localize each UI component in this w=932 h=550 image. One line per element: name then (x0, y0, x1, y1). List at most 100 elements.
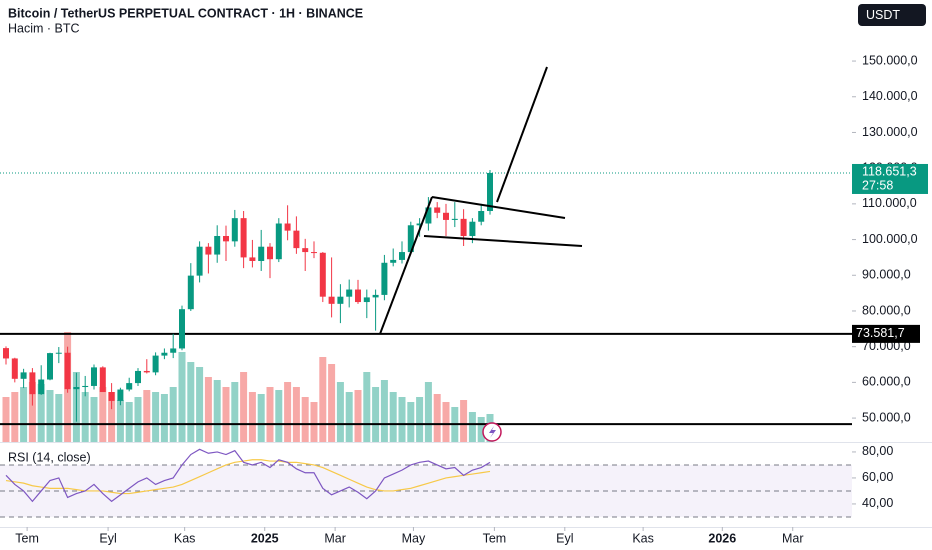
candle-body (20, 372, 27, 379)
volume-bar (301, 397, 309, 442)
candle-body (434, 207, 441, 213)
candle-body (11, 358, 18, 379)
drawings (379, 66, 583, 335)
candle-body (196, 246, 203, 276)
candle-body (311, 252, 317, 254)
y-tick-label: 80.000,0 (862, 303, 911, 317)
candle-body (487, 172, 493, 212)
rsi-tick-label: 40,00 (862, 496, 893, 510)
y-tick-label: 140.000,0 (862, 89, 918, 103)
x-tick-label: Mar (782, 531, 804, 545)
candle-body (381, 262, 388, 295)
y-tick-label: 100.000,0 (862, 232, 918, 246)
candle-body (240, 218, 247, 258)
event-icon-bolt (489, 426, 496, 438)
rsi-title: RSI (14, close) (8, 450, 91, 464)
volume-bar (28, 382, 36, 442)
x-tick-label: Tem (483, 531, 507, 545)
candle-body (3, 348, 9, 359)
volume-bar (134, 397, 142, 442)
volume-bar (336, 382, 344, 442)
candle-body (205, 246, 212, 255)
candle-body (372, 294, 379, 298)
volume-bar (389, 392, 397, 442)
candle-body (363, 297, 370, 303)
volume-bar (55, 394, 63, 442)
volume-bar (187, 362, 195, 442)
candle-body (161, 352, 168, 356)
candle-body (416, 223, 423, 226)
volume-bar (169, 387, 177, 442)
volume-bar (257, 394, 265, 442)
candle-body (451, 218, 458, 220)
volume-bar (442, 402, 450, 442)
projection-line (496, 66, 548, 203)
candle-body (99, 367, 106, 393)
currency-button[interactable] (858, 4, 926, 26)
candle-body (328, 296, 335, 304)
y-tick-label: 50.000,0 (862, 410, 911, 424)
flag-line (431, 196, 566, 219)
candle-body (275, 223, 282, 260)
currency-label[interactable]: USDT (866, 8, 900, 22)
volume-bar (310, 402, 318, 442)
candle-body (293, 230, 300, 249)
x-tick-label: Mar (324, 531, 346, 545)
candle-body (284, 223, 291, 231)
candle-body (469, 221, 476, 236)
volume-bar (204, 377, 212, 442)
volume-bar (81, 392, 89, 442)
volume-bar (231, 382, 239, 442)
volume-bar (46, 390, 54, 442)
y-tick-label: 150.000,0 (862, 53, 918, 67)
rsi-tick-label: 60,00 (862, 470, 893, 484)
candle-body (302, 248, 309, 253)
flag-line (423, 235, 583, 247)
countdown: 27:58 (862, 178, 893, 192)
y-tick-label: 60.000,0 (862, 375, 911, 389)
volume-bar (433, 394, 441, 442)
volume-bar (11, 392, 19, 442)
candle-body (187, 275, 194, 310)
volume-bar (284, 382, 292, 442)
price-scale-bg (852, 0, 932, 550)
x-tick-label: Kas (174, 531, 196, 545)
candle-body (117, 389, 124, 401)
candle-body (47, 353, 53, 380)
candle-body (108, 392, 115, 401)
candle-body (135, 370, 141, 384)
volume-bar (372, 387, 380, 442)
rsi-line (5, 448, 491, 503)
y-tick-label: 90.000,0 (862, 268, 911, 282)
volume-bar (477, 417, 485, 442)
y-tick-label: 130.000,0 (862, 125, 918, 139)
volume-bar (319, 357, 327, 442)
volume-bar (108, 392, 116, 442)
last-price-label: 118.651,3 (862, 164, 917, 178)
volume-bar (328, 364, 336, 442)
candle-body (460, 218, 467, 236)
candle-body (170, 348, 177, 353)
volume-bar (407, 402, 415, 442)
chart-subtitle: Hacim · BTC (8, 21, 80, 35)
volume-bar (292, 387, 300, 442)
candle-body (267, 246, 273, 260)
candle-body (407, 225, 414, 253)
volume-bar (152, 392, 160, 442)
candle-body (64, 352, 71, 390)
volume-bar (143, 390, 151, 442)
x-tick-label: Kas (632, 531, 654, 545)
candle-body (231, 218, 238, 242)
candle-body (143, 370, 150, 373)
volume-bar (160, 394, 168, 442)
last-price-tag (852, 163, 928, 194)
candle-body (425, 207, 432, 224)
candle-body (55, 352, 62, 354)
candle-body (179, 309, 185, 349)
x-tick-label: Eyl (99, 531, 116, 545)
candle-body (91, 367, 97, 386)
candle-body (249, 257, 256, 261)
volume-bar (354, 390, 362, 442)
trend-line (379, 196, 433, 335)
